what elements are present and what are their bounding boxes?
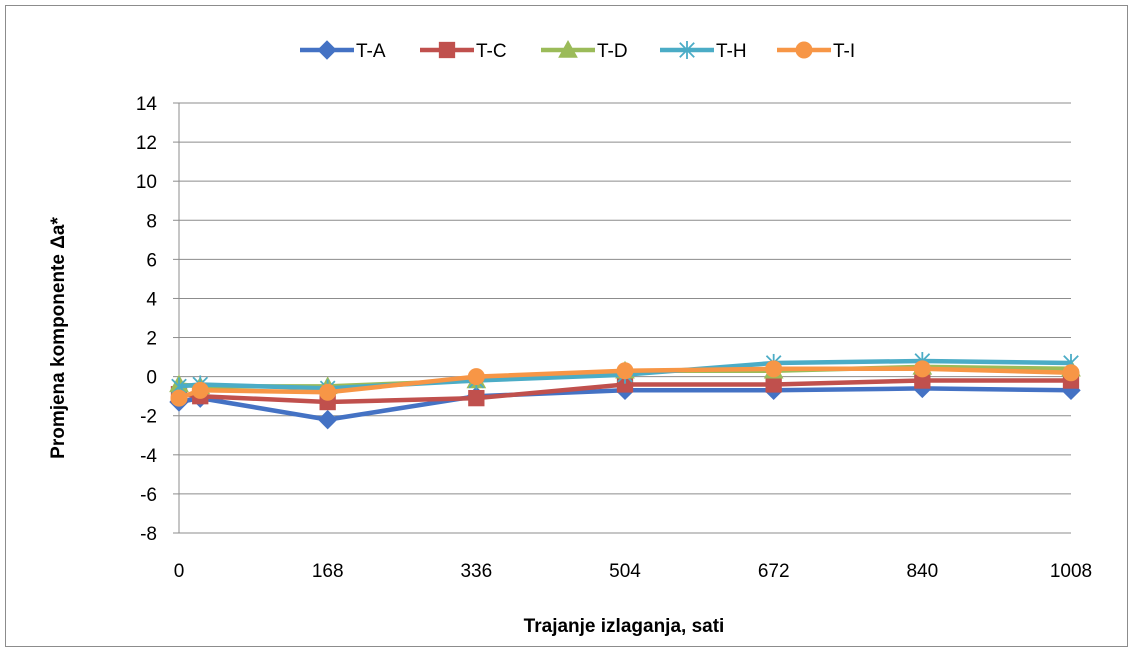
data-point [191, 381, 209, 399]
y-tick-label: -8 [140, 524, 157, 545]
grid-lines [179, 102, 1071, 534]
legend-marker [679, 41, 695, 59]
y-tick-label: 8 [146, 211, 157, 232]
y-tick-label: 10 [136, 172, 157, 193]
x-tick-label: 504 [609, 561, 641, 582]
y-tick-label: -6 [140, 485, 157, 506]
x-tick-label: 168 [312, 561, 344, 582]
data-point [319, 383, 337, 401]
legend-label: T-H [716, 41, 747, 62]
series-lines [169, 352, 1081, 430]
legend-label: T-A [356, 41, 386, 62]
legend-item-t-h: T-H [660, 41, 747, 62]
y-tick-label: -2 [140, 407, 157, 428]
series-line [178, 358, 1072, 391]
chart-frame [5, 5, 1128, 647]
legend-item-t-c: T-C [420, 41, 507, 62]
y-tick-label: 0 [146, 368, 157, 389]
data-point [913, 360, 931, 378]
legend-marker [317, 40, 337, 60]
data-point [765, 360, 783, 378]
data-point [616, 362, 634, 380]
x-tick-label: 840 [906, 561, 938, 582]
y-tick-label: 4 [146, 289, 157, 310]
series-line [178, 366, 1072, 401]
series-line [178, 378, 1071, 405]
legend-item-t-a: T-A [300, 40, 386, 62]
legend-item-t-i: T-I [777, 41, 855, 62]
y-tick-label: -4 [140, 446, 157, 467]
legend-label: T-D [597, 41, 628, 62]
legend-marker [558, 39, 578, 58]
legend-item-t-d: T-D [541, 39, 628, 62]
legend-marker [438, 41, 456, 59]
data-point [765, 376, 782, 393]
x-tick-label: 672 [758, 561, 790, 582]
y-tick-label: 14 [136, 94, 158, 115]
y-axis-title: Promjena komponente Δa* [48, 217, 69, 459]
legend-label: T-I [833, 41, 855, 62]
x-tick-label: 1008 [1050, 561, 1092, 582]
x-tick-label: 336 [460, 561, 492, 582]
data-point [1062, 364, 1080, 382]
data-point [317, 409, 338, 430]
data-point [468, 389, 485, 407]
series-t-i [170, 360, 1080, 407]
data-point [467, 368, 485, 386]
legend: T-A T-C T-D T-H T-I [300, 39, 855, 62]
legend-label: T-C [476, 41, 507, 62]
axes: -8 -6 -4 -2 0 2 4 6 8 10 12 14 0 168 336 504 672 840 1008 [136, 94, 1092, 582]
legend-marker [795, 41, 813, 59]
data-point [170, 389, 188, 407]
y-tick-label: 12 [136, 133, 157, 154]
y-tick-label: 2 [146, 329, 157, 350]
y-tick-label: 6 [146, 250, 157, 271]
x-axis-title: Trajanje izlaganja, sati [524, 616, 725, 637]
x-tick-label: 0 [174, 561, 185, 582]
